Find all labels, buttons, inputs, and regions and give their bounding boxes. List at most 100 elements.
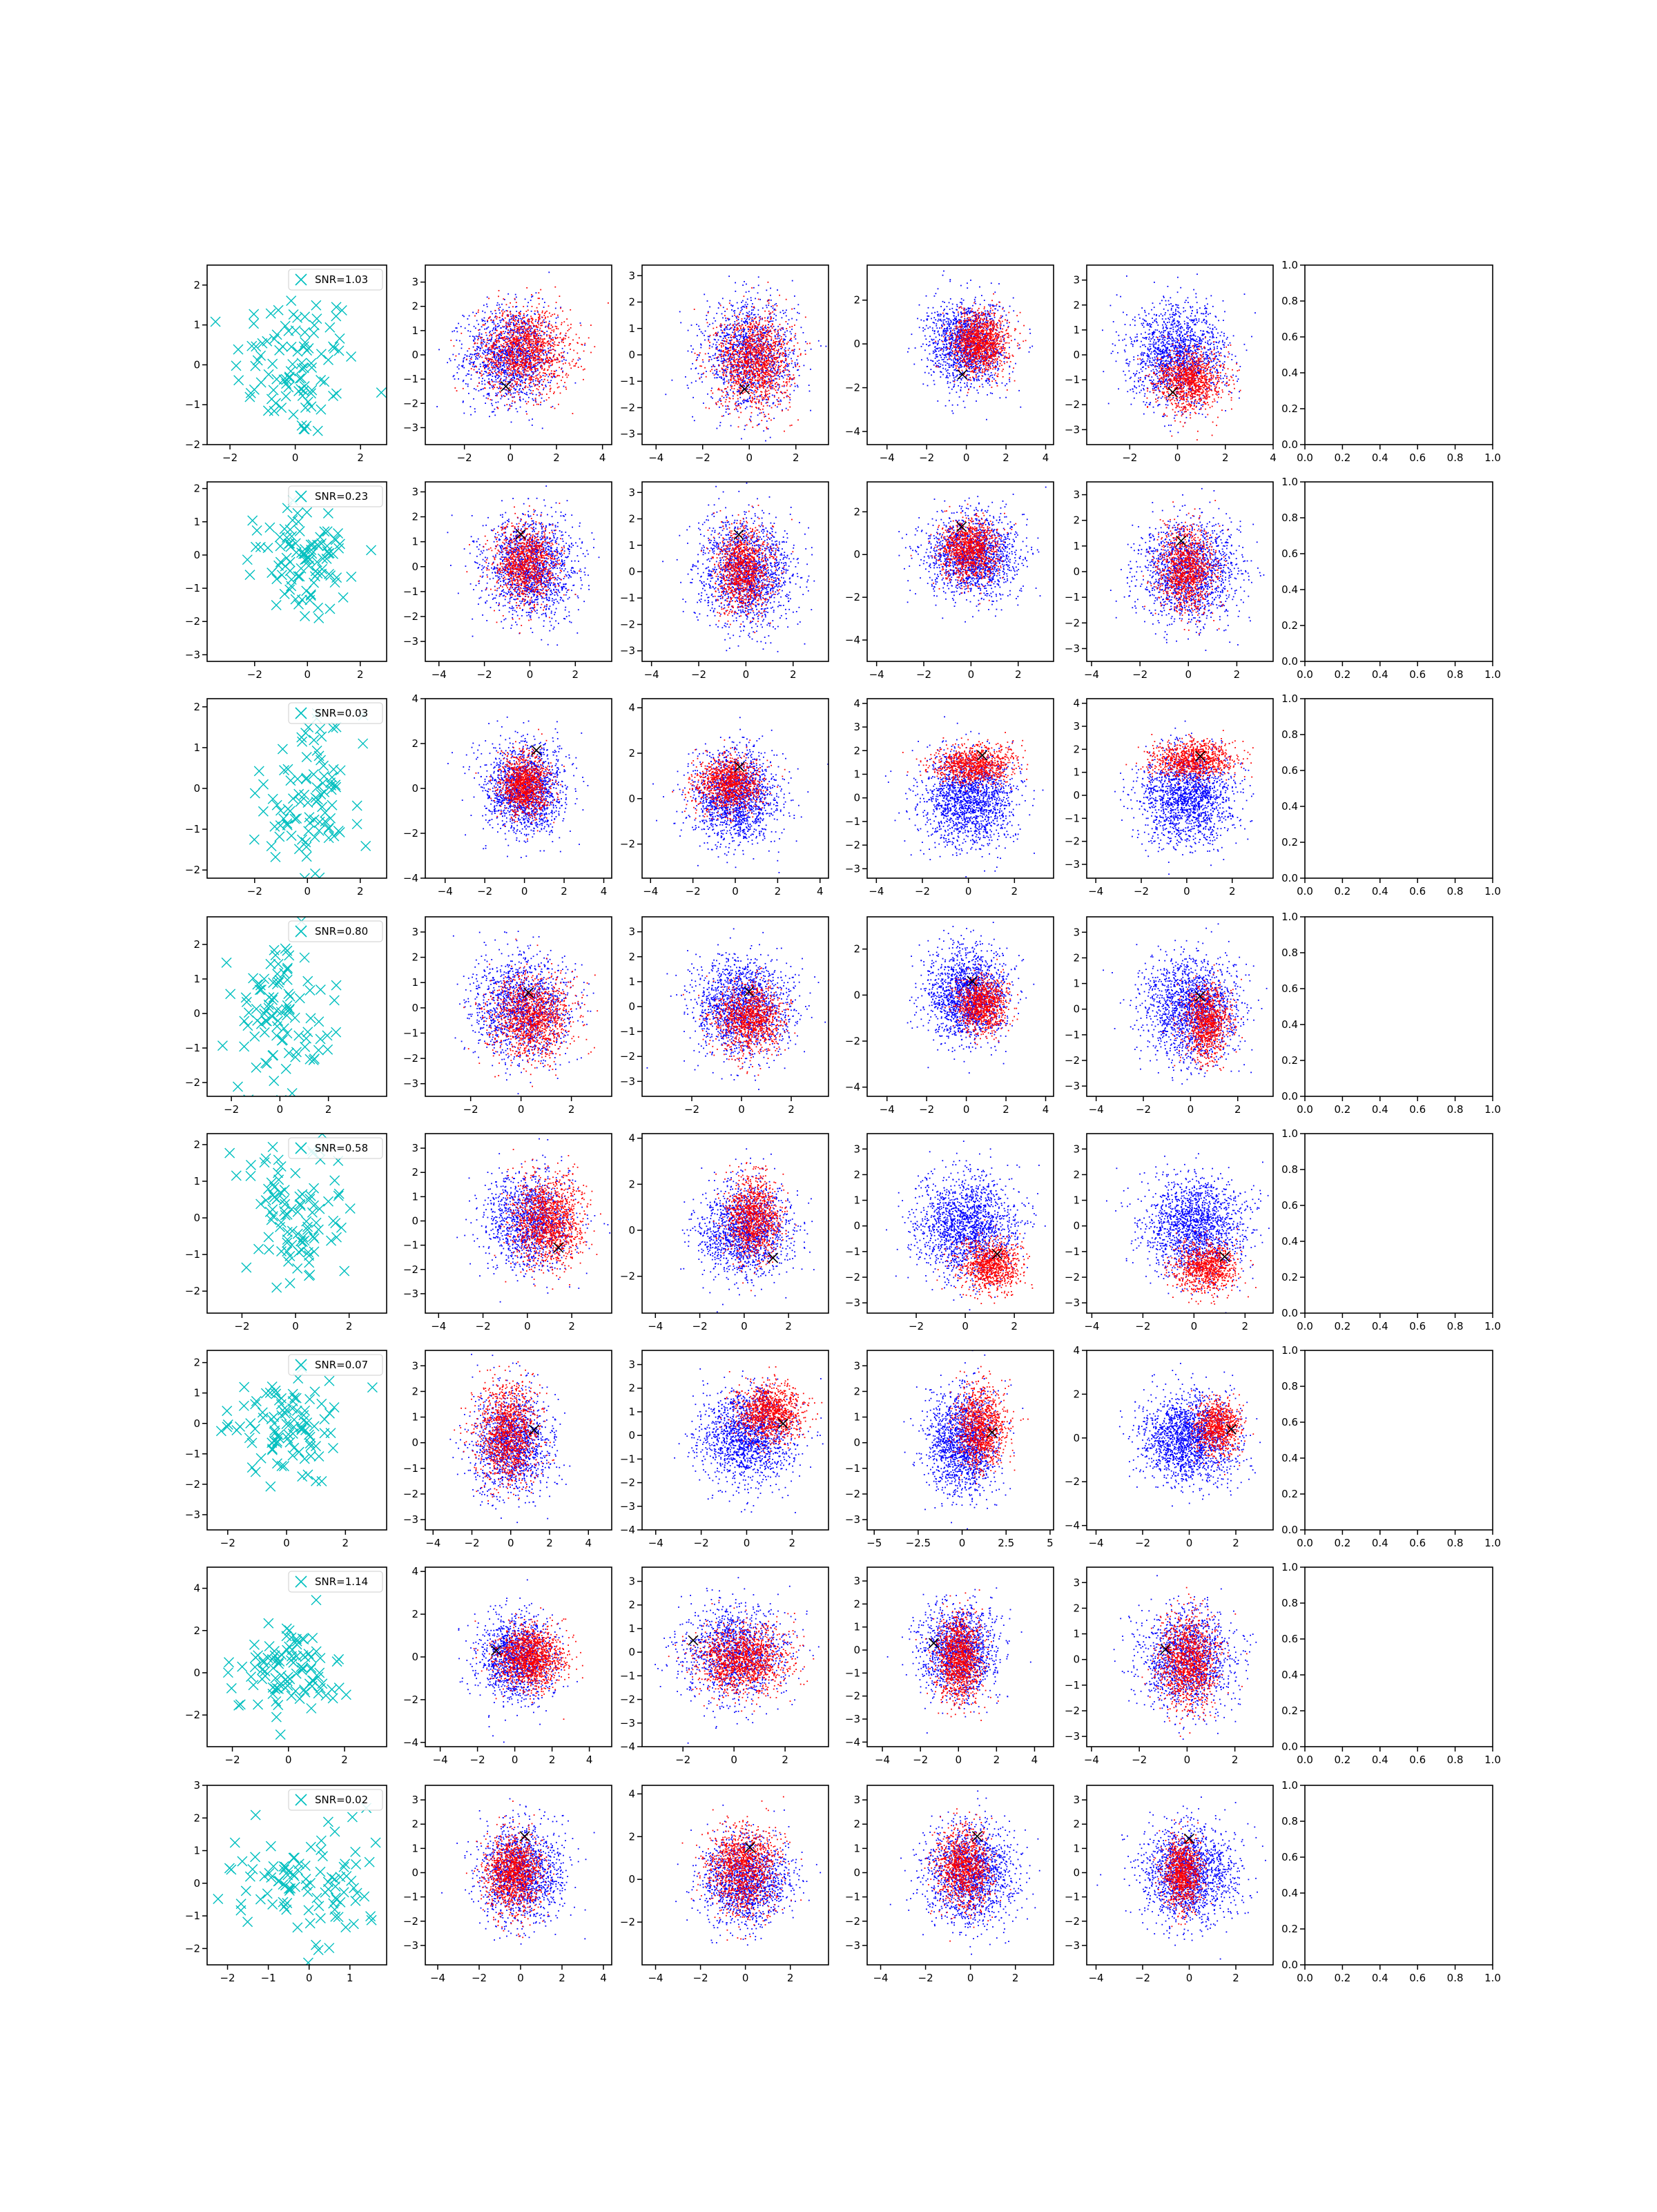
red-point bbox=[494, 364, 496, 365]
red-point bbox=[735, 331, 736, 332]
blue-point bbox=[515, 319, 516, 320]
red-point bbox=[516, 326, 518, 327]
blue-point bbox=[826, 346, 827, 347]
blue-point bbox=[713, 323, 714, 324]
red-point bbox=[488, 381, 490, 382]
blue-point bbox=[818, 340, 820, 342]
red-point bbox=[521, 373, 522, 375]
red-point bbox=[565, 333, 567, 334]
red-point bbox=[532, 349, 534, 350]
red-point bbox=[721, 403, 722, 405]
blue-point bbox=[498, 304, 500, 306]
red-point bbox=[770, 329, 771, 331]
blue-point bbox=[518, 315, 519, 316]
red-point bbox=[738, 350, 739, 351]
blue-point bbox=[772, 320, 773, 322]
blue-point bbox=[701, 381, 703, 382]
blue-point bbox=[550, 380, 552, 381]
red-point bbox=[737, 365, 739, 367]
red-point bbox=[507, 366, 508, 367]
blue-point bbox=[466, 355, 467, 356]
red-point bbox=[528, 341, 530, 342]
blue-point bbox=[452, 354, 454, 356]
red-point bbox=[768, 347, 769, 349]
red-point bbox=[498, 290, 500, 291]
red-point bbox=[572, 413, 574, 414]
red-point bbox=[501, 311, 503, 312]
blue-point bbox=[463, 402, 464, 403]
red-point bbox=[725, 327, 726, 328]
red-point bbox=[540, 289, 541, 291]
red-point bbox=[541, 336, 543, 337]
blue-point bbox=[732, 316, 733, 317]
scatter-x-point bbox=[307, 402, 316, 411]
red-point bbox=[752, 346, 753, 347]
red-point bbox=[492, 381, 493, 382]
blue-point bbox=[708, 356, 710, 358]
blue-point bbox=[501, 320, 503, 321]
blue-point bbox=[498, 338, 499, 340]
blue-point bbox=[794, 308, 795, 309]
red-point bbox=[482, 347, 483, 349]
red-point bbox=[550, 353, 551, 354]
blue-point bbox=[724, 353, 725, 355]
blue-point bbox=[751, 309, 753, 311]
blue-point bbox=[727, 334, 728, 336]
blue-point bbox=[436, 406, 438, 407]
red-point bbox=[496, 363, 497, 365]
red-point bbox=[563, 340, 564, 341]
blue-point bbox=[772, 395, 773, 396]
blue-point bbox=[724, 329, 725, 330]
red-point bbox=[759, 346, 760, 347]
blue-point bbox=[542, 428, 543, 429]
blue-point bbox=[485, 312, 486, 313]
blue-point bbox=[753, 314, 755, 316]
blue-point bbox=[452, 331, 453, 332]
red-point bbox=[518, 348, 519, 349]
blue-point bbox=[483, 362, 485, 364]
blue-point bbox=[692, 416, 693, 418]
blue-point bbox=[691, 351, 692, 353]
blue-point bbox=[680, 322, 681, 324]
blue-point bbox=[556, 318, 557, 319]
blue-point bbox=[672, 380, 673, 381]
red-point bbox=[474, 349, 476, 351]
blue-point bbox=[710, 396, 712, 398]
blue-point bbox=[688, 330, 689, 331]
red-point bbox=[549, 363, 550, 365]
blue-point bbox=[532, 425, 533, 426]
red-point bbox=[510, 368, 512, 369]
blue-point bbox=[542, 298, 543, 300]
blue-point bbox=[742, 300, 744, 302]
red-point bbox=[501, 345, 502, 346]
red-point bbox=[556, 383, 558, 385]
red-point bbox=[519, 330, 520, 331]
blue-point bbox=[719, 400, 720, 401]
red-point bbox=[562, 371, 563, 373]
blue-point bbox=[746, 336, 748, 338]
red-point bbox=[481, 376, 482, 377]
red-point bbox=[750, 362, 752, 364]
red-point bbox=[543, 381, 544, 382]
red-point bbox=[535, 358, 536, 360]
blue-point bbox=[520, 407, 521, 408]
red-point bbox=[524, 333, 525, 334]
blue-point bbox=[475, 456, 476, 458]
blue-point bbox=[766, 305, 767, 307]
red-point bbox=[492, 359, 493, 360]
blue-point bbox=[771, 320, 772, 322]
red-point bbox=[519, 329, 521, 330]
red-point bbox=[744, 399, 745, 400]
blue-point bbox=[753, 347, 755, 348]
red-point bbox=[699, 378, 701, 379]
blue-point bbox=[775, 320, 777, 321]
blue-point bbox=[492, 400, 493, 401]
blue-point bbox=[501, 358, 502, 359]
red-point bbox=[763, 378, 764, 379]
red-point bbox=[554, 313, 555, 315]
red-point bbox=[722, 343, 724, 345]
red-point bbox=[772, 371, 773, 373]
blue-point bbox=[527, 356, 529, 357]
red-point bbox=[512, 387, 513, 388]
red-point bbox=[527, 359, 528, 360]
